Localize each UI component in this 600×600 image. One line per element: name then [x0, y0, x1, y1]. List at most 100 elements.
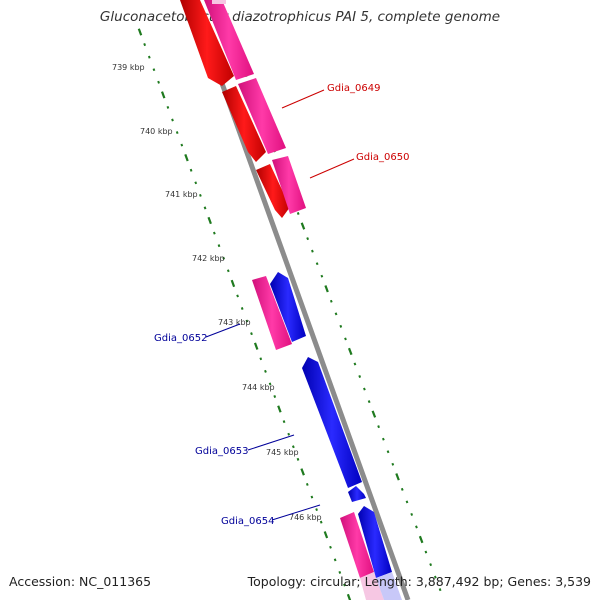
gene-arrow-forward[interactable]	[222, 86, 266, 162]
label-leader-lines	[205, 89, 355, 521]
minor-tick	[264, 369, 267, 373]
gene-label-gdia-0649[interactable]: Gdia_0649	[327, 83, 380, 94]
tick-labels: 739 kbp 740 kbp 741 kbp 742 kbp 743 kbp …	[112, 63, 322, 522]
minor-tick	[386, 450, 390, 454]
minor-tick	[344, 337, 347, 341]
gene-label-gdia-0653[interactable]: Gdia_0653	[195, 446, 248, 457]
gene-arrow-faded	[376, 572, 402, 600]
minor-tick	[410, 512, 414, 516]
tick-label: 744 kbp	[242, 383, 275, 392]
minor-tick	[338, 570, 342, 574]
minor-tick	[405, 500, 409, 504]
tick-label: 739 kbp	[112, 63, 145, 72]
minor-tick	[433, 575, 437, 579]
leader-line	[309, 158, 355, 179]
accession-text: Accession: NC_011365	[9, 574, 152, 589]
minor-tick	[250, 332, 253, 336]
minor-tick	[171, 118, 174, 122]
minor-tick	[358, 375, 362, 378]
leader-line	[281, 89, 325, 109]
tick-label: 741 kbp	[165, 190, 198, 199]
minor-tick	[245, 319, 249, 323]
minor-tick	[291, 445, 295, 449]
minor-tick	[273, 395, 277, 398]
gene-features	[180, 0, 402, 600]
major-tick	[324, 285, 329, 293]
major-tick	[184, 154, 189, 162]
major-tick	[395, 473, 400, 481]
tick-label: 745 kbp	[266, 448, 299, 457]
minor-tick	[310, 495, 314, 499]
minor-tick	[287, 432, 291, 436]
minor-tick	[391, 462, 395, 466]
gene-arrow-reverse[interactable]	[302, 357, 362, 488]
minor-tick	[377, 425, 380, 429]
genome-summary-text: Topology: circular; Length: 3,887,492 bp…	[247, 574, 591, 589]
minor-tick	[320, 274, 324, 278]
minor-tick	[415, 525, 418, 529]
major-tick	[347, 347, 353, 356]
minor-tick	[400, 487, 404, 491]
major-tick	[277, 405, 282, 413]
cds-bar-faded	[212, 0, 226, 4]
gene-arrow-reverse[interactable]	[358, 506, 392, 578]
minor-tick	[194, 181, 198, 185]
cds-bar[interactable]	[272, 156, 306, 214]
minor-tick	[381, 437, 385, 441]
minor-tick	[329, 299, 333, 303]
minor-tick	[147, 55, 151, 59]
minor-tick	[334, 312, 338, 316]
cds-bar[interactable]	[340, 512, 374, 578]
cds-bar[interactable]	[204, 0, 254, 80]
minor-tick	[296, 212, 300, 215]
leader-line	[205, 323, 241, 338]
minor-tick	[240, 307, 244, 310]
minor-tick	[424, 550, 428, 554]
gene-arrow-forward[interactable]	[256, 164, 290, 218]
minor-tick	[175, 131, 179, 135]
tick-label: 743 kbp	[218, 318, 251, 327]
minor-tick	[315, 508, 318, 512]
major-tick	[253, 342, 259, 350]
minor-tick	[315, 262, 319, 266]
tick-label: 746 kbp	[289, 513, 322, 522]
minor-tick	[311, 249, 314, 253]
minor-tick	[329, 545, 332, 549]
cds-bar-faded	[360, 572, 384, 600]
minor-tick	[152, 68, 156, 72]
major-tick	[160, 91, 166, 99]
major-tick	[418, 535, 424, 544]
minor-tick	[268, 382, 272, 386]
minor-tick	[343, 583, 346, 587]
minor-tick	[429, 563, 433, 567]
gene-label-gdia-0654[interactable]: Gdia_0654	[221, 516, 274, 527]
cds-bar[interactable]	[238, 78, 286, 154]
minor-tick	[157, 80, 160, 84]
minor-tick	[306, 237, 310, 241]
major-tick	[323, 531, 329, 539]
minor-tick	[438, 588, 442, 592]
gene-arrow-reverse[interactable]	[348, 486, 366, 502]
minor-tick	[296, 457, 300, 461]
gene-arrow-forward[interactable]	[180, 0, 234, 86]
minor-tick	[226, 269, 230, 273]
major-tick	[137, 28, 143, 36]
minor-tick	[305, 482, 309, 486]
tick-label: 742 kbp	[192, 254, 225, 263]
gene-label-gdia-0652[interactable]: Gdia_0652	[154, 333, 207, 344]
minor-tick	[203, 206, 207, 210]
minor-tick	[189, 168, 193, 172]
minor-tick	[217, 244, 221, 248]
gene-arrow-reverse[interactable]	[270, 272, 306, 342]
tick-ruler-left	[137, 28, 352, 600]
tick-label: 740 kbp	[140, 127, 173, 136]
minor-tick	[180, 143, 184, 147]
cds-bar[interactable]	[252, 276, 292, 350]
major-tick	[346, 593, 352, 600]
minor-tick	[339, 324, 343, 328]
minor-tick	[166, 105, 170, 109]
gene-label-gdia-0650[interactable]: Gdia_0650	[356, 152, 409, 163]
leader-line	[271, 504, 321, 521]
